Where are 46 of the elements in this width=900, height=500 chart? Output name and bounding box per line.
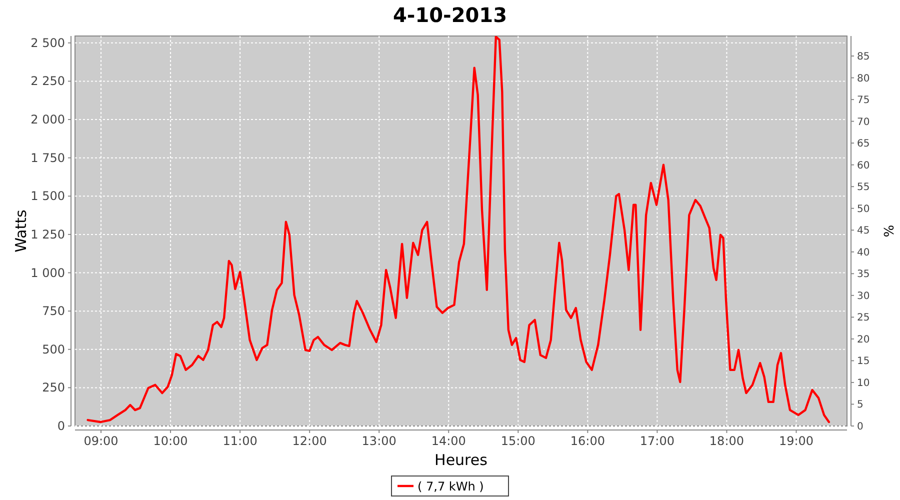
y-tick-label: 1 250 xyxy=(30,227,65,242)
y2-tick-label: 15 xyxy=(857,356,870,368)
y-tick-label: 2 000 xyxy=(30,112,65,127)
x-tick-label: 16:00 xyxy=(570,434,605,448)
y2-tick-label: 60 xyxy=(857,160,870,172)
x-tick-label: 19:00 xyxy=(778,434,814,448)
x-tick-label: 15:00 xyxy=(500,434,536,448)
y2-tick-label: 65 xyxy=(857,138,870,150)
y-tick-label: 750 xyxy=(42,304,65,318)
x-tick-label: 12:00 xyxy=(292,434,327,448)
y-tick-label: 500 xyxy=(42,342,65,356)
line-series xyxy=(86,36,830,424)
y2-tick-label: 45 xyxy=(857,226,870,237)
y-tick-label: 1 500 xyxy=(30,189,65,204)
y2-tick-label: 20 xyxy=(857,334,870,346)
chart-title: 4-10-2013 xyxy=(392,3,508,27)
y2-tick-label: 25 xyxy=(857,312,870,324)
y2-tick-label: 80 xyxy=(857,73,870,84)
x-tick-label: 17:00 xyxy=(640,434,674,448)
y-tick-label: 1 750 xyxy=(30,150,65,165)
x-tick-label: 13:00 xyxy=(362,434,396,448)
y-axis-title: Watts xyxy=(12,210,30,252)
y2-tick-label: 0 xyxy=(857,422,864,432)
x-tick-label: 09:00 xyxy=(84,434,118,448)
y-tick-label: 1 000 xyxy=(30,266,65,280)
legend-label: ( 7,7 kWh ) xyxy=(418,480,484,494)
x-tick-label: 14:00 xyxy=(431,434,466,448)
y-tick-label: 250 xyxy=(42,380,65,395)
y2-tick-label: 5 xyxy=(857,400,864,411)
y-tick-label: 2 250 xyxy=(30,74,65,88)
y-tick-label: 2 500 xyxy=(30,36,65,50)
x-tick-label: 11:00 xyxy=(222,434,258,448)
y2-tick-label: 30 xyxy=(857,290,870,302)
y2-tick-label: 70 xyxy=(857,116,870,128)
y2-tick-label: 35 xyxy=(857,269,870,280)
x-tick-label: 18:00 xyxy=(709,434,744,448)
y2-tick-label: 75 xyxy=(857,95,870,106)
x-tick-label: 10:00 xyxy=(153,434,188,448)
y2-tick-label: 40 xyxy=(857,247,870,258)
y2-axis-title: % xyxy=(880,224,895,238)
y2-tick-label: 55 xyxy=(857,182,870,194)
y2-tick-label: 85 xyxy=(857,52,870,63)
y2-tick-label: 50 xyxy=(857,204,870,215)
y2-tick-label: 10 xyxy=(857,378,870,389)
y-tick-label: 0 xyxy=(57,419,65,433)
x-axis-title: Heures xyxy=(434,451,488,469)
